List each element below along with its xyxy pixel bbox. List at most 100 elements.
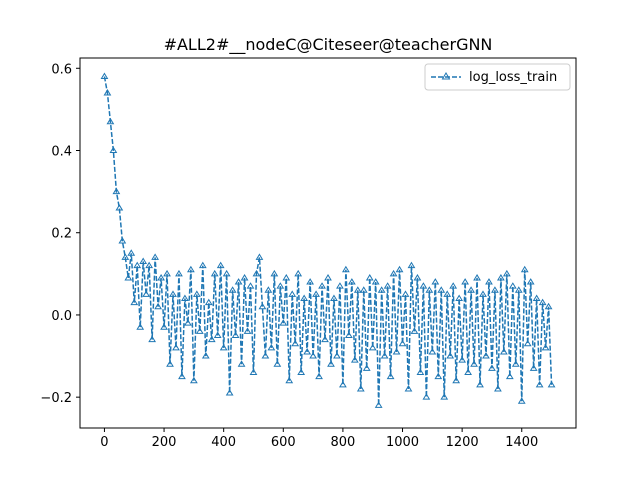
- data-point: [446, 352, 455, 359]
- y-tick-label: 0.6: [51, 62, 72, 77]
- data-point: [523, 339, 532, 347]
- data-point: [252, 269, 261, 277]
- data-point: [347, 278, 356, 285]
- data-point: [464, 368, 472, 375]
- data-point: [240, 273, 249, 281]
- data-point: [258, 302, 267, 310]
- data-point: [511, 360, 520, 367]
- data-point: [160, 323, 168, 330]
- data-point: [362, 364, 371, 371]
- data-point: [145, 261, 154, 269]
- data-point: [365, 273, 374, 281]
- data-point: [133, 261, 142, 269]
- data-point: [124, 273, 133, 281]
- data-point: [485, 278, 493, 285]
- data-point: [368, 343, 377, 351]
- data-point: [300, 294, 309, 301]
- data-point: [181, 294, 189, 301]
- data-point: [491, 286, 499, 293]
- data-point: [297, 368, 306, 375]
- data-point: [154, 302, 162, 310]
- data-point: [431, 278, 440, 285]
- data-point: [383, 282, 392, 289]
- data-point: [303, 347, 312, 355]
- data-point: [121, 253, 130, 260]
- data-point: [440, 393, 449, 400]
- data-point: [467, 286, 475, 293]
- data-point: [127, 249, 136, 256]
- data-point: [178, 372, 186, 380]
- data-point: [231, 331, 240, 338]
- chart-title: #ALL2#__nodeC@Citeseer@teacherGNN: [164, 35, 493, 55]
- data-point: [285, 376, 294, 384]
- data-point: [291, 339, 300, 347]
- data-point: [514, 286, 523, 293]
- data-point: [425, 286, 434, 293]
- data-point: [306, 278, 315, 285]
- data-point: [189, 376, 198, 384]
- data-point: [100, 72, 109, 79]
- data-point: [386, 372, 395, 380]
- data-point: [544, 302, 553, 310]
- data-point: [407, 261, 416, 269]
- data-point: [324, 273, 332, 281]
- data-point: [520, 265, 529, 273]
- data-point: [148, 335, 157, 343]
- data-point: [139, 257, 148, 264]
- data-point: [327, 360, 335, 367]
- data-point: [112, 187, 121, 195]
- x-tick-label: 800: [330, 435, 355, 450]
- legend-label: log_loss_train: [469, 70, 557, 85]
- y-tick-label: 0.4: [51, 145, 72, 160]
- x-tick-label: 1000: [386, 435, 419, 450]
- data-point: [389, 269, 398, 277]
- x-tick-label: 1400: [505, 435, 538, 450]
- data-point: [401, 290, 410, 297]
- data-point: [470, 360, 478, 367]
- data-point: [452, 376, 461, 384]
- data-point: [344, 331, 353, 338]
- legend: log_loss_train: [424, 63, 571, 91]
- data-point: [443, 290, 452, 297]
- data-point: [508, 282, 517, 289]
- data-point: [216, 261, 225, 269]
- data-point: [172, 343, 180, 351]
- data-point: [157, 273, 165, 281]
- data-point: [374, 401, 383, 408]
- data-point: [276, 282, 285, 289]
- data-point: [151, 253, 160, 260]
- x-tick-label: 400: [211, 435, 236, 450]
- data-point: [395, 265, 404, 273]
- y-axis: −0.2 0.0 0.2 0.4 0.6: [40, 62, 80, 406]
- data-point: [526, 278, 535, 285]
- data-point: [419, 282, 428, 289]
- data-point: [270, 269, 279, 277]
- data-point: [225, 389, 234, 396]
- series-line-0: [103, 76, 553, 406]
- data-point: [175, 269, 183, 277]
- data-point: [219, 343, 228, 351]
- data-point: [547, 380, 556, 388]
- data-point: [103, 88, 112, 96]
- data-point: [261, 352, 270, 359]
- data-point: [496, 273, 505, 281]
- data-point: [380, 352, 389, 359]
- data-point: [192, 290, 201, 297]
- data-point: [416, 368, 425, 375]
- data-point: [541, 343, 550, 351]
- data-point: [136, 323, 145, 330]
- data-point: [264, 286, 273, 293]
- data-point: [330, 294, 338, 301]
- y-tick-label: 0.2: [51, 227, 72, 242]
- data-point: [410, 327, 419, 334]
- data-point: [213, 331, 222, 338]
- data-point: [186, 265, 195, 273]
- data-point: [455, 294, 464, 301]
- data-point: [195, 327, 204, 334]
- data-point: [413, 273, 422, 281]
- data-point: [339, 380, 347, 388]
- data-point: [434, 372, 443, 380]
- plot-frame: [79, 57, 577, 429]
- data-point: [535, 380, 544, 388]
